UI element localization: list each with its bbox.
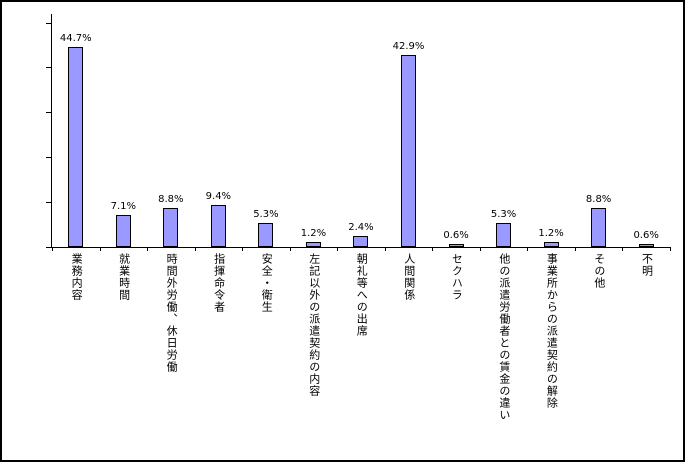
category-label: 不明 xyxy=(622,253,670,277)
category-axis: 業務内容 就業時間 時間外労働、休日労働 指揮命令者 安全・衛生 左記以外の派遣契約の内容… xyxy=(52,253,670,421)
bar-group: 5.3% xyxy=(480,23,528,247)
bar xyxy=(115,215,131,247)
x-axis-tick xyxy=(242,248,244,251)
category-label-text: 業務内容 xyxy=(70,253,84,301)
bar xyxy=(258,223,274,247)
bar-value-label: 5.3% xyxy=(490,209,517,221)
bar-value-label: 8.8% xyxy=(158,193,184,205)
y-axis-tick xyxy=(46,67,51,69)
y-axis-tick xyxy=(46,22,51,24)
y-axis-tick xyxy=(46,201,51,203)
category-label: 朝礼等への出席 xyxy=(337,253,385,337)
bar-value-label: 2.4% xyxy=(348,222,374,234)
x-axis-tick xyxy=(99,248,101,251)
bar-value-label: 0.6% xyxy=(443,230,469,242)
bar-group: 5.3% xyxy=(242,23,290,247)
category-label: 人間関係 xyxy=(385,253,433,301)
bar-group: 42.9% xyxy=(385,23,433,247)
category-label: 事業所からの派遣契約の解除 xyxy=(527,253,575,409)
plot-area: 44.7% 7.1% 8.8% 9.4% 5.3% 1.2% 2.4% 42.9% 0.6% 5.… xyxy=(52,23,670,247)
category-label: セクハラ xyxy=(432,253,480,301)
x-axis-tick xyxy=(670,248,671,251)
y-axis-tick xyxy=(46,156,51,158)
x-axis-tick xyxy=(384,248,386,251)
category-label: その他 xyxy=(575,253,623,289)
category-label-text: セクハラ xyxy=(450,253,464,301)
x-axis-tick xyxy=(527,248,529,251)
bar-group: 0.6% xyxy=(622,23,670,247)
category-label: 業務内容 xyxy=(52,253,100,301)
bar xyxy=(638,244,654,247)
bar-value-label: 8.8% xyxy=(585,193,612,205)
bar xyxy=(305,241,321,247)
x-axis-tick xyxy=(52,248,53,251)
bar-group: 7.1% xyxy=(100,23,148,247)
x-axis-line xyxy=(51,247,671,248)
category-label-text: 朝礼等への出席 xyxy=(355,253,369,337)
bar-group: 8.8% xyxy=(575,23,623,247)
category-label: 時間外労働、休日労働 xyxy=(147,253,195,373)
category-label-text: 人間関係 xyxy=(402,253,416,301)
bar-group: 9.4% xyxy=(195,23,243,247)
x-axis-tick xyxy=(194,248,196,251)
bar-group: 1.2% xyxy=(290,23,338,247)
bar xyxy=(210,204,226,247)
category-label: 左記以外の派遣契約の内容 xyxy=(290,253,338,397)
bar xyxy=(163,207,179,247)
y-axis-tick xyxy=(46,112,51,114)
bar-value-label: 42.9% xyxy=(392,40,425,52)
category-label-text: 指揮命令者 xyxy=(212,253,226,313)
x-axis-tick xyxy=(147,248,149,251)
category-label: 就業時間 xyxy=(100,253,148,301)
bar xyxy=(496,223,512,247)
category-label-text: 左記以外の派遣契約の内容 xyxy=(307,253,321,397)
bar-group: 0.6% xyxy=(432,23,480,247)
category-label-text: 時間外労働、休日労働 xyxy=(165,253,179,373)
x-axis-tick xyxy=(432,248,434,251)
category-label-text: その他 xyxy=(592,253,606,289)
category-label-text: 事業所からの派遣契約の解除 xyxy=(545,253,559,409)
bar-group: 2.4% xyxy=(337,23,385,247)
x-axis-tick xyxy=(337,248,339,251)
bar-group: 1.2% xyxy=(527,23,575,247)
bar xyxy=(353,236,369,247)
bar-value-label: 7.1% xyxy=(110,201,136,213)
x-axis-ticks xyxy=(52,248,671,251)
x-axis-tick xyxy=(479,248,481,251)
bar-value-label: 1.2% xyxy=(300,227,327,239)
bar-value-label: 5.3% xyxy=(253,209,279,221)
category-label: 他の派遣労働者との賃金の違い xyxy=(480,253,528,421)
y-axis-tick xyxy=(46,246,51,248)
bar xyxy=(68,46,84,247)
bar-value-label: 9.4% xyxy=(205,190,232,202)
bar-value-label: 44.7% xyxy=(59,32,92,44)
bar xyxy=(400,54,416,247)
category-label: 安全・衛生 xyxy=(242,253,290,313)
category-label-text: 安全・衛生 xyxy=(260,253,274,313)
x-axis-tick xyxy=(289,248,291,251)
bar-value-label: 1.2% xyxy=(538,227,564,239)
bar-group: 44.7% xyxy=(52,23,100,247)
y-axis-line xyxy=(51,14,52,248)
x-axis-tick xyxy=(574,248,576,251)
x-axis-tick xyxy=(622,248,624,251)
category-label: 指揮命令者 xyxy=(195,253,243,313)
category-label-text: 他の派遣労働者との賃金の違い xyxy=(497,253,511,421)
category-label-text: 就業時間 xyxy=(117,253,131,301)
bar-group: 8.8% xyxy=(147,23,195,247)
bar xyxy=(448,244,464,247)
category-label-text: 不明 xyxy=(640,253,654,277)
bar-value-label: 0.6% xyxy=(633,230,659,242)
y-axis-ticks xyxy=(46,22,51,248)
bar xyxy=(543,241,559,247)
bar xyxy=(591,207,607,247)
